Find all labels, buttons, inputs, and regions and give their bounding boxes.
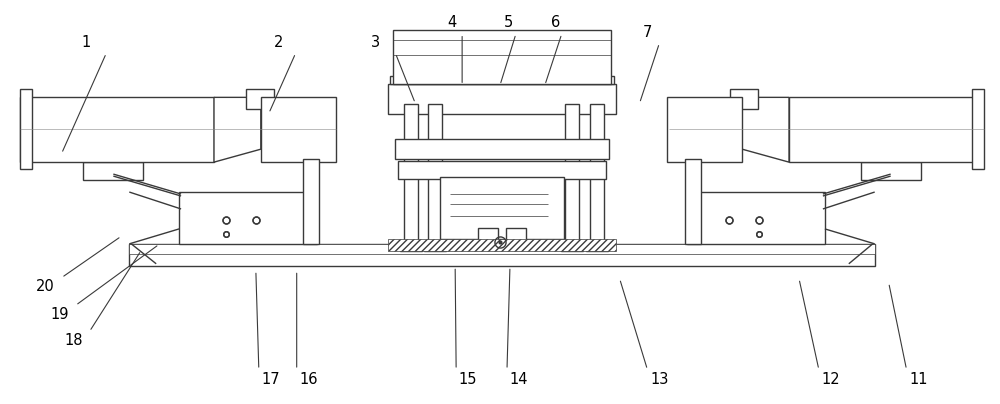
Text: 7: 7 — [643, 25, 652, 40]
Text: 11: 11 — [909, 372, 928, 387]
Bar — [424, 241, 446, 251]
Bar — [730, 89, 758, 109]
Text: 6: 6 — [551, 15, 560, 30]
Bar — [20, 89, 32, 169]
Text: 16: 16 — [299, 372, 318, 387]
Text: 5: 5 — [503, 15, 513, 30]
Bar — [861, 162, 921, 180]
Bar — [20, 97, 214, 162]
Bar — [565, 104, 579, 244]
Text: 2: 2 — [274, 36, 283, 50]
Bar — [667, 97, 742, 162]
Text: 15: 15 — [459, 372, 477, 387]
Bar — [83, 162, 143, 180]
Bar — [303, 159, 319, 244]
Bar — [261, 97, 336, 162]
Polygon shape — [214, 97, 261, 162]
Bar — [506, 228, 526, 246]
Bar — [586, 241, 608, 251]
Text: 14: 14 — [510, 372, 528, 387]
Bar — [440, 177, 564, 239]
Bar — [395, 139, 609, 159]
Bar — [129, 244, 875, 266]
Bar — [789, 97, 983, 162]
Bar — [478, 228, 498, 246]
Bar — [590, 104, 604, 244]
Bar — [388, 239, 616, 251]
Text: 18: 18 — [64, 333, 83, 348]
Text: 13: 13 — [650, 372, 669, 387]
Text: 17: 17 — [261, 372, 280, 387]
Bar — [246, 89, 274, 109]
Bar — [129, 244, 875, 254]
Bar — [404, 104, 418, 244]
Text: 19: 19 — [50, 307, 69, 322]
Polygon shape — [742, 97, 789, 162]
Bar — [687, 192, 825, 244]
Bar — [972, 89, 984, 169]
Bar — [393, 29, 611, 84]
Text: 20: 20 — [36, 279, 55, 294]
Text: 3: 3 — [371, 36, 380, 50]
Bar — [685, 159, 701, 244]
Bar — [179, 192, 317, 244]
Text: 12: 12 — [822, 372, 840, 387]
Bar — [428, 104, 442, 244]
Text: 1: 1 — [82, 36, 91, 50]
Text: 4: 4 — [448, 15, 457, 30]
Bar — [398, 161, 606, 179]
Bar — [561, 241, 583, 251]
Bar — [390, 76, 614, 84]
Bar — [400, 241, 422, 251]
Bar — [388, 84, 616, 114]
